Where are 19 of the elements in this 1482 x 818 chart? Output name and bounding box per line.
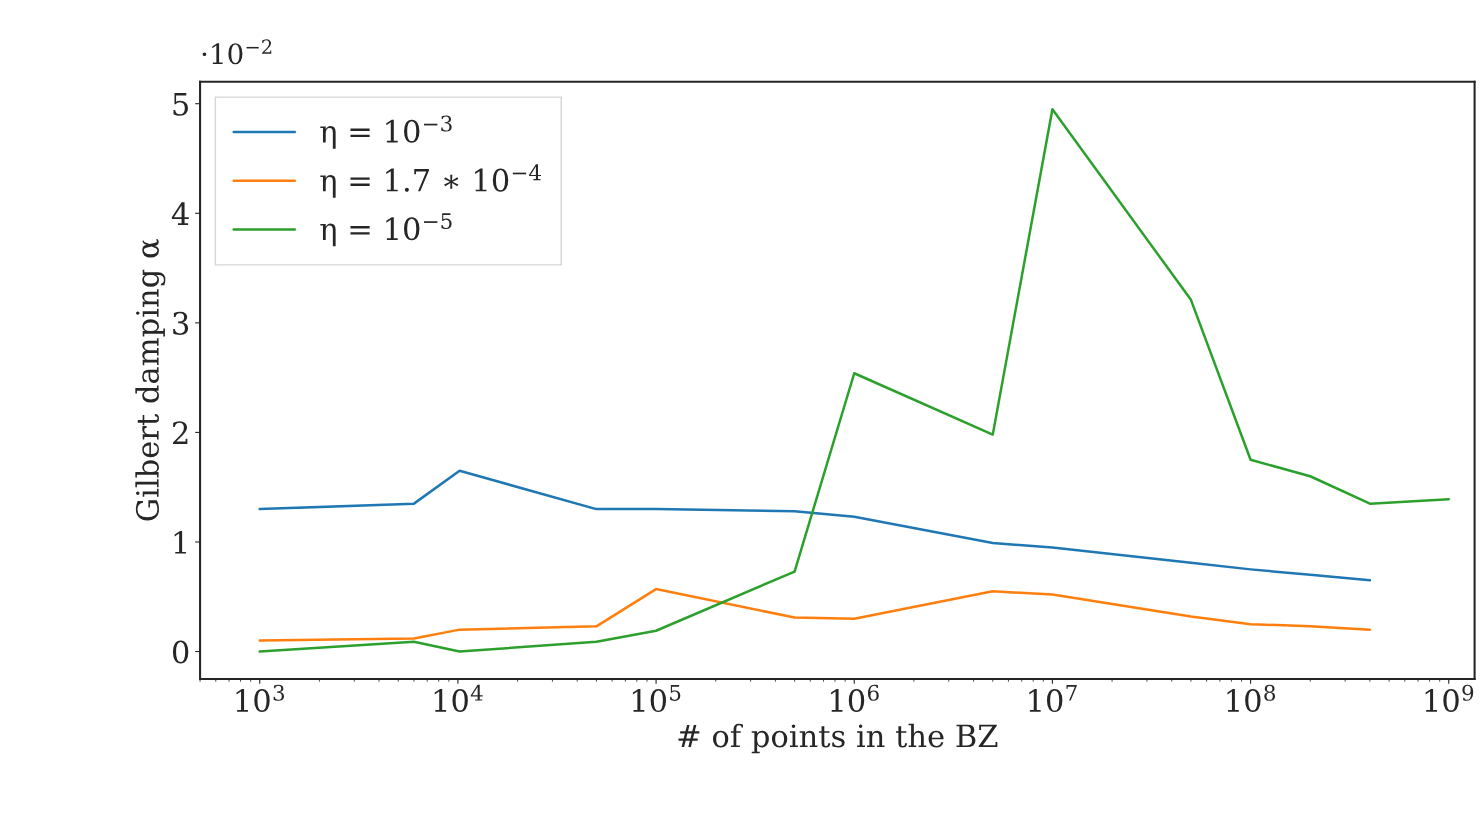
y-tick-label: 4: [171, 202, 189, 225]
x-tick-label: 10$^{7}$: [1029, 684, 1077, 713]
x-tick-label: 10$^{9}$: [1425, 684, 1474, 713]
y-tick-label: 5: [173, 93, 188, 116]
x-tick-label: 10$^{3}$: [236, 684, 285, 713]
legend-label: η = 10$^{−5}$: [320, 213, 452, 247]
x-tick-label: 10$^{5}$: [632, 684, 681, 713]
text: ·10$^{−2}$: [202, 39, 272, 65]
legend-label: η = 10$^{−3}$: [320, 115, 452, 149]
y-tick-label: 2: [172, 421, 188, 445]
x-tick-label: 10$^{8}$: [1227, 684, 1276, 713]
y-tick-label: 3: [173, 311, 189, 335]
y-axis-title: Gilbert damping α: [135, 239, 166, 521]
x-tick-label: 10$^{6}$: [831, 684, 879, 713]
x-tick-label: 10$^{4}$: [434, 684, 483, 713]
y-tick-label: 0: [172, 640, 189, 664]
y-tick-label: 1: [174, 530, 187, 554]
x-axis-title: # of points in the BZ: [678, 723, 998, 754]
legend-label: η = 1.7 ∗ 10$^{−4}$: [320, 164, 541, 198]
